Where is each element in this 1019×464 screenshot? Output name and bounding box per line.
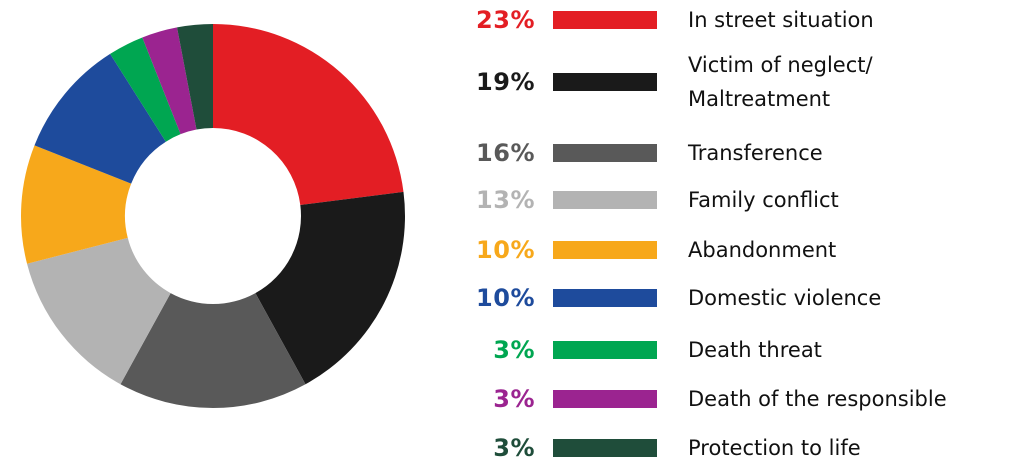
legend-swatch	[553, 191, 657, 209]
legend-label: Abandonment	[688, 238, 837, 262]
legend-label: In street situation	[688, 8, 874, 32]
value-label: 10%	[476, 236, 535, 264]
donut-slice	[110, 37, 181, 142]
donut-slice	[177, 24, 213, 130]
legend-swatch	[553, 144, 657, 162]
legend-label: Family conflict	[688, 188, 839, 212]
legend-swatch	[553, 390, 657, 408]
legend-label: Transference	[688, 141, 823, 165]
legend-label: Death threat	[688, 338, 822, 362]
legend-swatch	[553, 11, 657, 29]
donut-slice	[27, 237, 171, 385]
value-label: 3%	[493, 385, 535, 413]
legend-swatch	[553, 289, 657, 307]
legend-label: Death of the responsible	[688, 387, 947, 411]
value-label: 13%	[476, 186, 535, 214]
donut	[21, 24, 405, 408]
value-label: 23%	[476, 6, 535, 34]
legend-swatch	[553, 241, 657, 259]
donut-slice	[213, 24, 404, 205]
value-label: 3%	[493, 336, 535, 364]
legend-swatch	[553, 439, 657, 457]
value-label: 19%	[476, 68, 535, 96]
donut-slice	[21, 145, 132, 264]
donut-slice	[255, 191, 405, 385]
value-label: 16%	[476, 139, 535, 167]
legend-label: Domestic violence	[688, 286, 882, 310]
legend-swatch	[553, 73, 657, 91]
value-label: 3%	[493, 434, 535, 462]
donut-slice	[34, 53, 166, 184]
donut-slice	[142, 27, 197, 135]
value-label: 10%	[476, 284, 535, 312]
donut-slice	[120, 293, 306, 408]
legend-label: Protection to life	[688, 436, 861, 460]
legend-swatch	[553, 341, 657, 359]
legend-label: Victim of neglect/ Maltreatment	[688, 53, 873, 111]
